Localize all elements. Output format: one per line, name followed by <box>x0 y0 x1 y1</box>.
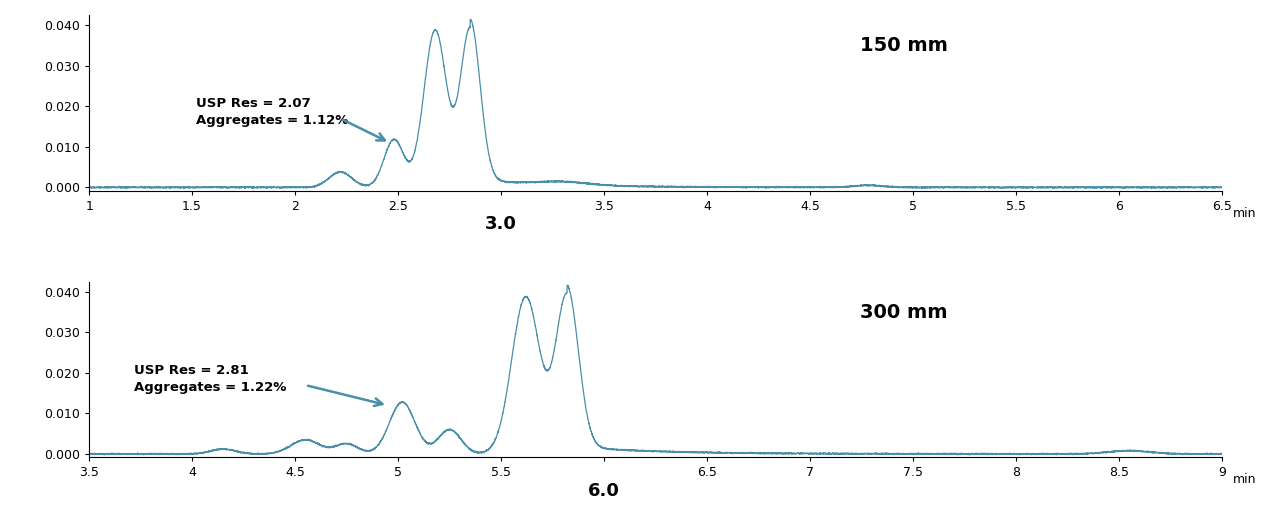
Text: 3.0: 3.0 <box>485 215 517 233</box>
Text: 6.0: 6.0 <box>588 482 620 499</box>
Text: USP Res = 2.07
Aggregates = 1.12%: USP Res = 2.07 Aggregates = 1.12% <box>196 98 349 128</box>
Text: min: min <box>1232 473 1256 486</box>
Text: 300 mm: 300 mm <box>859 303 947 322</box>
Text: USP Res = 2.81
Aggregates = 1.22%: USP Res = 2.81 Aggregates = 1.22% <box>135 364 286 394</box>
Text: min: min <box>1232 207 1256 220</box>
Text: 150 mm: 150 mm <box>859 36 947 55</box>
